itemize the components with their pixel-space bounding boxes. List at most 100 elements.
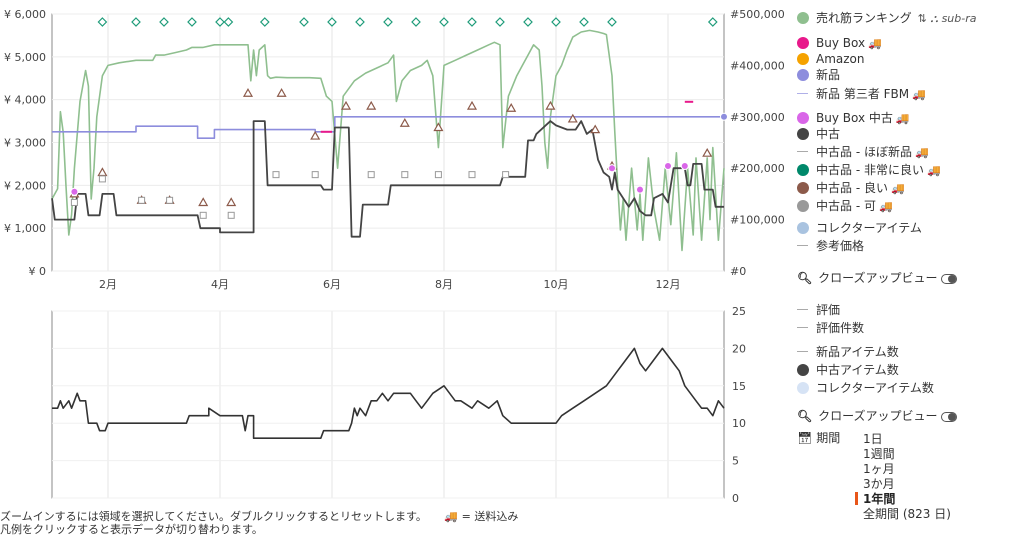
legend-swatch — [797, 93, 808, 94]
used-good-triangle-marker — [242, 88, 254, 97]
rank-diamond-marker — [439, 17, 449, 27]
y-left-tick-label: ¥ 3,000 — [4, 137, 46, 150]
y2-tick-label: 0 — [732, 492, 739, 505]
used-acceptable-square-marker — [70, 198, 78, 206]
y-left-tick-label: ¥ 4,000 — [4, 94, 46, 107]
buybox-used-circle-marker — [680, 162, 689, 171]
buybox-used-circle-marker — [608, 164, 616, 173]
y-left-tick-label: ¥ 0 — [29, 265, 47, 278]
y-left-tick-label: ¥ 6,000 — [4, 8, 46, 21]
legend-swatch — [797, 200, 809, 212]
used-good-triangle-marker — [433, 122, 444, 132]
used-good-triangle-marker — [340, 100, 352, 110]
legend-swatch — [797, 327, 808, 328]
truck-icon: 🚚 — [878, 200, 893, 213]
used-good-triangle-marker — [276, 88, 287, 97]
rank-diamond-marker — [467, 17, 477, 27]
x-tick-label: 10月 — [544, 278, 569, 291]
range-option[interactable]: 1年間 — [863, 492, 896, 506]
y-left-tick-label: ¥ 5,000 — [4, 51, 46, 64]
legend-label: 参考価格 — [816, 239, 865, 253]
rank-diamond-marker — [159, 17, 169, 27]
legend-label: Buy Box 中古 🚚 — [816, 111, 910, 125]
rank-diamond-marker — [327, 17, 337, 27]
y-left-tick-label: ¥ 2,000 — [4, 179, 46, 192]
legend-label: 中古アイテム数 — [816, 363, 899, 377]
used-acceptable-square-marker — [272, 171, 280, 179]
used-acceptable-square-marker — [502, 171, 510, 179]
x-tick-label: 2月 — [99, 278, 117, 291]
search-icon: 🔍︎ — [797, 409, 813, 423]
rank-diamond-marker — [299, 17, 309, 27]
legend-swatch — [797, 151, 808, 152]
closeup-toggle[interactable]: 🔍︎ クローズアップビュー — [797, 408, 958, 424]
legend-swatch — [797, 364, 809, 376]
used-good-triangle-marker — [506, 103, 517, 112]
rank-diamond-marker — [187, 17, 197, 27]
used-good-triangle-marker — [545, 100, 556, 110]
range-option[interactable]: 全期間 (823 日) — [863, 507, 951, 521]
toggle-switch[interactable] — [941, 273, 958, 284]
price-history-chart[interactable]: 2月 4月 6月 8月 10月 12月 ¥ 0 ¥ 1,000 ¥ 2,000 ¥ 3,000 ¥ … — [0, 0, 790, 527]
legend-swatch — [797, 69, 809, 81]
used-good-triangle-marker — [590, 124, 601, 134]
y-right-tick-label: #0 — [730, 265, 746, 278]
rank-diamond-marker — [607, 17, 617, 27]
legend-swatch — [797, 53, 809, 65]
legend-label: 新品 第三者 FBM 🚚 — [816, 87, 926, 101]
legend-swatch — [797, 164, 809, 176]
legend-label: 評価 — [816, 303, 841, 317]
rank-diamond-marker — [223, 17, 234, 27]
legend-swatch — [797, 37, 809, 49]
rank-diamond-marker — [97, 17, 108, 27]
sort-icon[interactable]: ⇅ ⛬ sub-ra — [917, 12, 977, 25]
range-option[interactable]: 1週間 — [863, 447, 895, 461]
used-good-triangle-marker — [226, 197, 237, 207]
rank-diamond-marker — [215, 17, 225, 27]
range-option[interactable]: 1ヶ月 — [863, 462, 895, 476]
used-acceptable-square-marker — [98, 175, 106, 183]
legend-label: 売れ筋ランキング ⇅ ⛬ sub-ra — [816, 11, 977, 25]
legend-hint: 凡例をクリックすると表示データが切り替わります。 — [0, 523, 263, 536]
legend-swatch — [797, 309, 808, 310]
buybox-used-circle-marker — [664, 162, 672, 171]
used-good-triangle-marker — [310, 130, 321, 140]
legend-label: 中古 — [816, 127, 841, 141]
legend-label: Amazon — [816, 52, 865, 66]
y-right-tick-label: #500,000 — [730, 8, 785, 21]
rank-diamond-marker — [259, 17, 270, 27]
range-option[interactable]: 1日 — [863, 432, 883, 446]
x-tick-label: 8月 — [435, 278, 453, 291]
used-acceptable-square-marker — [468, 171, 476, 179]
toggle-switch[interactable] — [941, 411, 958, 422]
series-used-line — [51, 120, 724, 238]
legend-swatch — [797, 245, 808, 246]
rank-diamond-marker — [131, 17, 141, 27]
legend-label: 中古品 - 良い 🚚 — [816, 181, 905, 195]
truck-icon: 🚚 — [868, 37, 882, 50]
series-new-fbm-line — [52, 116, 724, 139]
legend-label: 評価件数 — [816, 321, 865, 335]
closeup-label: クローズアップビュー — [818, 271, 938, 285]
used-good-triangle-marker — [399, 118, 410, 127]
used-acceptable-square-marker — [434, 171, 442, 179]
y2-tick-label: 20 — [732, 342, 746, 355]
rank-diamond-marker — [495, 17, 505, 27]
rank-diamond-marker — [551, 17, 561, 27]
buybox-used-circle-marker — [636, 185, 644, 194]
used-acceptable-square-marker — [401, 171, 409, 179]
used-good-triangle-marker — [702, 147, 713, 157]
rank-diamond-marker — [707, 17, 718, 27]
legend-label: 中古品 - ほぼ新品 🚚 — [816, 145, 929, 159]
range-option[interactable]: 3か月 — [863, 477, 895, 491]
used-good-triangle-marker — [198, 197, 209, 207]
used-good-triangle-marker — [466, 100, 478, 110]
buybox-used-circle-marker — [720, 112, 728, 121]
selected-range-indicator — [855, 492, 858, 505]
legend-swatch — [797, 112, 809, 124]
rank-diamond-marker — [579, 17, 589, 27]
truck-icon: 🚚 — [895, 112, 910, 125]
zoom-hint: ズームインするには領域を選択してください。ダブルクリックするとリセットします。 … — [0, 508, 518, 524]
closeup-toggle[interactable]: 🔍︎ クローズアップビュー — [797, 270, 958, 286]
buybox-used-circle-marker — [70, 187, 79, 196]
